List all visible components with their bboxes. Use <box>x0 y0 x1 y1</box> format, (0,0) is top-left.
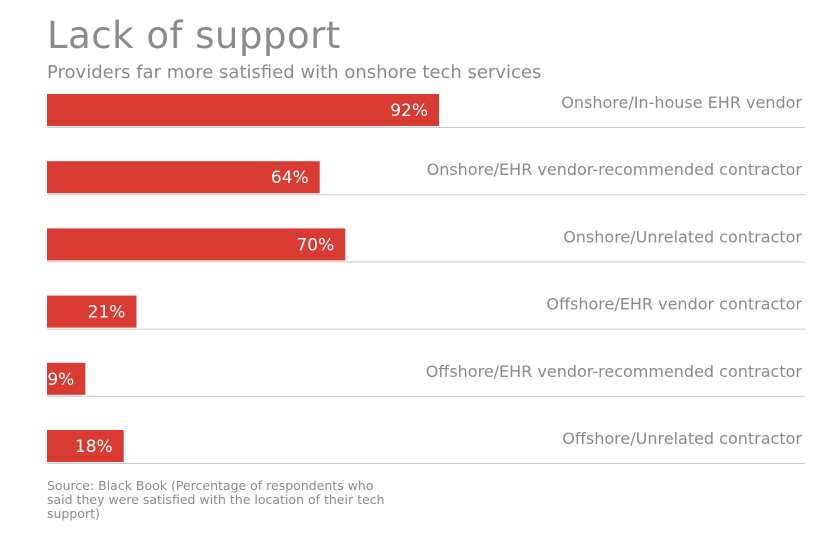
bar-value-label-4: 9% <box>47 370 74 390</box>
bar-value-label-5: 18% <box>75 437 113 457</box>
bar-value-label-1: 64% <box>271 168 309 188</box>
category-label-1: Onshore/EHR vendor-recommended contracto… <box>427 160 803 179</box>
bar-value-label-0: 92% <box>390 101 428 121</box>
chart-subtitle: Providers far more satisfied with onshor… <box>47 62 542 83</box>
category-label-2: Onshore/Unrelated contractor <box>563 227 802 246</box>
bar-0 <box>47 94 439 126</box>
bar-value-label-2: 70% <box>296 235 334 255</box>
bar-5 <box>47 430 124 462</box>
category-label-3: Offshore/EHR vendor contractor <box>546 295 802 314</box>
category-label-5: Offshore/Unrelated contractor <box>562 429 802 448</box>
source-note: Source: Black Book (Percentage of respon… <box>47 478 385 521</box>
bar-1 <box>47 161 320 194</box>
chart-title: Lack of support <box>47 14 341 57</box>
bar-2 <box>47 228 346 261</box>
category-label-0: Onshore/In-house EHR vendor <box>561 93 802 112</box>
bar-4 <box>47 362 86 395</box>
bar-value-label-3: 21% <box>88 303 126 323</box>
bar-3 <box>47 295 137 328</box>
category-label-4: Offshore/EHR vendor-recommended contract… <box>426 362 803 381</box>
